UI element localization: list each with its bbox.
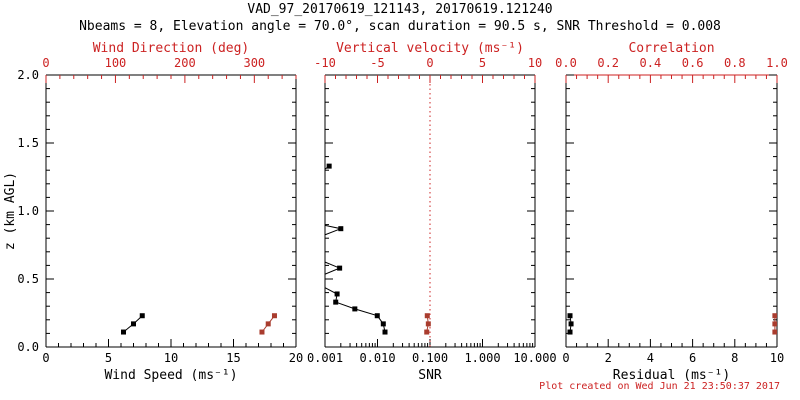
marker-snr <box>374 313 380 319</box>
axis-text: 1.0 <box>766 56 788 70</box>
axis-text: 2 <box>605 351 612 365</box>
axis-text: 1.5 <box>17 136 39 150</box>
series-residual <box>567 313 574 335</box>
axis-text: 0.100 <box>412 351 448 365</box>
y-axis <box>566 74 777 348</box>
axis-text: 100 <box>105 56 127 70</box>
panel-snr-vertical-velocity: 0.001 0.010 0.100 1.000 10.000 SNR -10 -5 0 5 10 Ve… <box>307 41 557 383</box>
axis-text: 2.0 <box>17 68 39 82</box>
axis-text: 0.0 <box>555 56 577 70</box>
series-line-snr <box>325 165 386 333</box>
top-axis: -10 -5 0 5 10 Vertical velocity (ms⁻¹) <box>314 41 542 83</box>
panel-frame <box>45 74 297 348</box>
series-correlation <box>772 313 777 335</box>
axis-text: Wind Speed (ms⁻¹) <box>104 368 237 383</box>
axis-text: 1.0 <box>17 204 39 218</box>
axis-text: Wind Direction (deg) <box>93 41 250 56</box>
marker-snr <box>337 265 343 271</box>
marker-snr <box>334 291 340 297</box>
axis-text: z (km AGL) <box>3 172 18 250</box>
marker-wind-direction <box>259 329 265 335</box>
axis-text: 4 <box>647 351 654 365</box>
marker-correlation <box>772 313 777 319</box>
axis-text: 200 <box>174 56 196 70</box>
bottom-axis: 0.001 0.010 0.100 1.000 10.000 SNR <box>307 339 557 383</box>
axis-text: 10.000 <box>513 351 556 365</box>
axis-text: 0 <box>42 56 49 70</box>
axis-text: Residual (ms⁻¹) <box>613 368 730 383</box>
marker-wind-direction <box>265 321 271 327</box>
axis-text: 300 <box>243 56 265 70</box>
bottom-axis: 0 5 10 15 20 Wind Speed (ms⁻¹) <box>42 339 303 383</box>
panel-wind-speed-direction: 0.0 0.5 1.0 1.5 2.0 z (km AGL) 0 5 10 15 20 Wind Sp… <box>3 41 303 383</box>
axis-text: 5 <box>105 351 112 365</box>
series-wind-speed <box>121 313 145 335</box>
marker-residual <box>567 329 573 335</box>
axis-text: Correlation <box>628 41 714 56</box>
marker-wind-speed <box>121 329 126 335</box>
axis-text: 0 <box>426 56 433 70</box>
marker-wind-speed <box>131 321 136 327</box>
axis-text: -10 <box>314 56 336 70</box>
axis-text: 0.010 <box>359 351 395 365</box>
axis-text: 1.000 <box>464 351 500 365</box>
marker-vertical-velocity <box>424 313 430 319</box>
marker-correlation <box>772 329 777 335</box>
marker-wind-direction <box>271 313 277 319</box>
top-axis: 0.0 0.2 0.4 0.6 0.8 1.0 Correlation <box>555 41 788 83</box>
axis-text: Vertical velocity (ms⁻¹) <box>336 41 524 56</box>
plot-title: VAD_97_20170619_121143, 20170619.121240 <box>247 2 553 17</box>
marker-residual <box>568 321 574 327</box>
axis-text: 10 <box>770 351 784 365</box>
y-axis: 0.0 0.5 1.0 1.5 2.0 z (km AGL) <box>3 68 296 354</box>
plot-footer-timestamp: Plot created on Wed Jun 21 23:50:37 2017 <box>539 381 780 392</box>
axis-text: 0.0 <box>17 340 39 354</box>
marker-snr <box>380 321 386 327</box>
y-axis <box>325 74 535 348</box>
marker-vertical-velocity <box>424 329 430 335</box>
axis-text: 20 <box>289 351 303 365</box>
marker-snr <box>333 299 339 305</box>
series-wind-direction <box>259 313 277 335</box>
axis-text: 0.2 <box>597 56 619 70</box>
plot-subtitle: Nbeams = 8, Elevation angle = 70.0°, sca… <box>79 19 721 34</box>
axis-text: 15 <box>226 351 240 365</box>
axis-text: 0 <box>42 351 49 365</box>
marker-vertical-velocity <box>425 321 431 327</box>
marker-snr <box>338 226 344 232</box>
marker-correlation <box>772 321 777 327</box>
axis-text: 8 <box>731 351 738 365</box>
axis-text: 0.8 <box>724 56 746 70</box>
bottom-axis: 0 2 4 6 8 10 Residual (ms⁻¹) <box>562 339 784 383</box>
marker-snr <box>382 329 388 335</box>
axis-text: 0.6 <box>682 56 704 70</box>
axis-text: 0 <box>562 351 569 365</box>
series-snr <box>325 163 388 335</box>
panel-residual-correlation: 0 2 4 6 8 10 Residual (ms⁻¹) 0.0 0.2 0.4 0.6 0.8 1.0… <box>555 41 788 383</box>
axis-text: 10 <box>164 351 178 365</box>
marker-wind-speed <box>139 313 145 319</box>
axis-text: SNR <box>418 368 442 383</box>
marker-snr <box>352 306 358 312</box>
axis-text: 0.4 <box>640 56 662 70</box>
marker-snr <box>326 163 332 169</box>
series-vertical-velocity <box>424 313 431 335</box>
panel-frame <box>565 74 778 348</box>
axis-text: 0.001 <box>307 351 343 365</box>
axis-text: -5 <box>370 56 384 70</box>
axis-text: 0.5 <box>17 272 39 286</box>
axis-text: 6 <box>689 351 696 365</box>
axis-text: 10 <box>528 56 542 70</box>
marker-residual <box>567 313 573 319</box>
axis-text: 5 <box>479 56 486 70</box>
